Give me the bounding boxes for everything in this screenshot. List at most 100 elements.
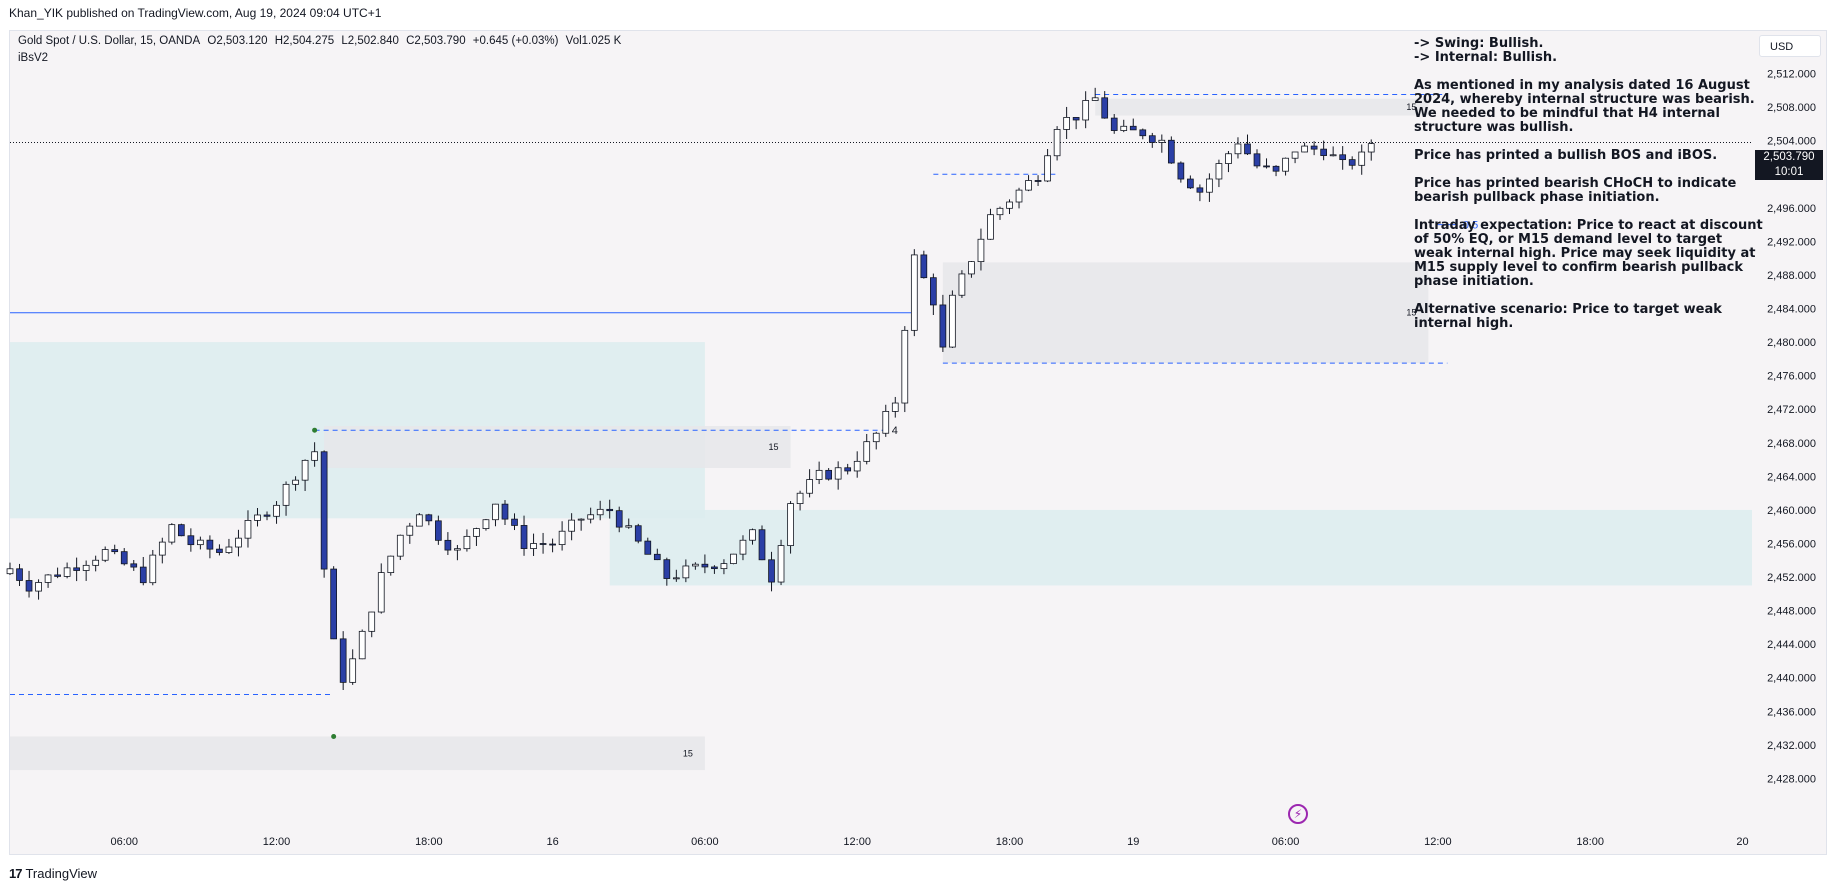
candle-body (473, 528, 480, 537)
candle-body (882, 411, 890, 434)
candle-body (301, 459, 309, 481)
x-tick-label: 12:00 (263, 836, 291, 848)
candle-body (149, 554, 157, 584)
candle-body (482, 519, 490, 529)
candle-body (54, 574, 61, 577)
candle-body (1215, 163, 1223, 180)
candle-body (644, 540, 652, 555)
candle-body (139, 566, 147, 584)
candle-body (101, 549, 109, 561)
candle-body (863, 441, 871, 462)
y-tick-label: 2,484.000 (1767, 304, 1816, 316)
footer-branding[interactable]: 17 TradingView (9, 866, 97, 881)
candle-body (1320, 148, 1327, 156)
candle-body (549, 543, 556, 546)
y-tick-label: 2,472.000 (1767, 404, 1816, 416)
x-tick-label: 20 (1736, 836, 1748, 848)
candle-body (454, 548, 461, 551)
candle-body (25, 580, 33, 592)
candle-body (587, 514, 595, 520)
candle-body (1091, 97, 1099, 101)
x-tick-label: 18:00 (1576, 836, 1604, 848)
candle-body (130, 563, 138, 568)
candle-body (358, 630, 366, 660)
y-tick-label: 2,452.000 (1767, 572, 1816, 584)
candle-body (282, 483, 290, 506)
candle-body (1225, 153, 1232, 164)
symbol-legend[interactable]: Gold Spot / U.S. Dollar, 15, OANDA O2,50… (18, 35, 625, 47)
candle-body (692, 563, 699, 567)
bar-countdown: 10:01 (1774, 166, 1804, 178)
candle-body (606, 508, 614, 512)
candle-body (682, 565, 690, 579)
demand-zone-right (609, 509, 1753, 586)
note-previous-analysis: As mentioned in my analysis dated 16 Aug… (1414, 78, 1755, 135)
candle-body (463, 535, 471, 550)
y-tick-label: 2,448.000 (1767, 606, 1816, 618)
candle-body (492, 503, 499, 521)
candle-body (320, 451, 328, 570)
candle-body (939, 304, 947, 348)
note-internal: -> Internal: Bullish. (1414, 50, 1558, 65)
candle-body (1272, 165, 1280, 172)
candle-body (910, 254, 918, 331)
candle-body (349, 658, 357, 683)
lightning-icon[interactable]: ⚡ (1288, 804, 1308, 824)
y-tick-label: 2,468.000 (1767, 438, 1816, 450)
candle-body (653, 553, 661, 561)
candle-body (187, 535, 195, 546)
candle-body (1101, 97, 1109, 119)
candle-body (1263, 165, 1270, 168)
last-price-label: 2,503.790 10:01 (1755, 150, 1823, 180)
candle-body (777, 545, 785, 583)
note-intraday: Intraday expectation: Price to react at … (1414, 218, 1763, 289)
candle-body (254, 514, 261, 521)
y-tick-label: 2,444.000 (1767, 639, 1816, 651)
candle-body (968, 261, 975, 275)
legend-volume: Vol1.025 K (565, 35, 622, 47)
candle-body (406, 525, 414, 536)
candle-body (1339, 154, 1347, 161)
candle-body (263, 514, 271, 517)
candle-body (815, 469, 823, 480)
candle-body (1329, 154, 1337, 157)
y-tick-label: 2,456.000 (1767, 538, 1816, 550)
candle-body (501, 503, 509, 520)
candle-body (1282, 157, 1289, 172)
candle-body (1148, 135, 1156, 143)
equilibrium-line-label: 0.5 (1463, 220, 1478, 232)
candle-body (996, 207, 1004, 216)
candle-body (1167, 139, 1175, 164)
candle-body (511, 518, 518, 526)
candle-body (225, 546, 233, 553)
structure-dashed-mid-label: 4 (892, 425, 898, 437)
candle-body (6, 568, 14, 575)
candle-body (720, 563, 728, 570)
candle-body (1072, 117, 1080, 121)
swing-low-point (331, 733, 337, 739)
candle-body (625, 525, 633, 528)
y-tick-label: 2,512.000 (1767, 69, 1816, 81)
publisher-attribution: Khan_YIK published on TradingView.com, A… (9, 6, 382, 20)
supply-zone-left-top (324, 426, 791, 468)
candle-body (787, 503, 794, 547)
candle-body (663, 559, 671, 579)
candle-body (987, 214, 994, 240)
candle-body (330, 568, 338, 640)
candle-body (1063, 117, 1070, 130)
candle-body (235, 537, 242, 548)
indicator-label[interactable]: iBsV2 (18, 52, 49, 64)
candle-body (711, 566, 718, 570)
legend-high: H2,504.275 (274, 35, 335, 47)
candle-body (568, 519, 575, 532)
legend-close: C2,503.790 (406, 35, 466, 47)
candle-body (539, 543, 547, 545)
candle-body (806, 479, 813, 494)
candle-body (1177, 162, 1185, 180)
currency-button[interactable]: USD (1759, 35, 1821, 57)
note-swing: -> Swing: Bullish. (1414, 36, 1544, 51)
supply-zone-bottom-label: 15 (683, 748, 693, 758)
candle-body (901, 329, 909, 404)
y-tick-label: 2,508.000 (1767, 102, 1816, 114)
